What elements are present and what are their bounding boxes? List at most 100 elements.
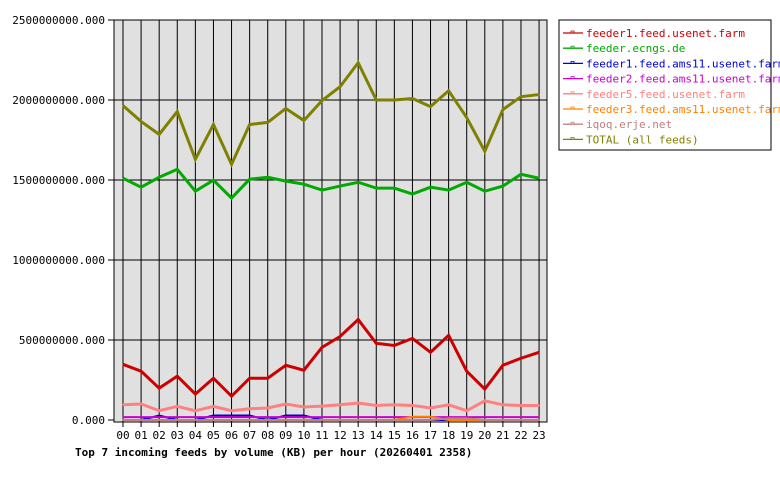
data-point bbox=[267, 416, 269, 418]
data-point bbox=[538, 404, 540, 406]
x-tick-label: 21 bbox=[496, 429, 509, 442]
data-point bbox=[375, 419, 377, 421]
data-point bbox=[339, 335, 341, 337]
x-tick-label: 16 bbox=[406, 429, 419, 442]
data-point bbox=[484, 388, 486, 390]
x-tick-label: 20 bbox=[478, 429, 491, 442]
data-point bbox=[393, 419, 395, 421]
data-point bbox=[448, 416, 450, 418]
data-point bbox=[140, 416, 142, 418]
data-point bbox=[140, 419, 142, 421]
series-line-7 bbox=[122, 59, 540, 168]
data-point bbox=[140, 120, 142, 122]
x-tick-label: 14 bbox=[370, 429, 384, 442]
data-point bbox=[158, 133, 160, 135]
data-point bbox=[339, 416, 341, 418]
x-tick-label: 10 bbox=[297, 429, 310, 442]
data-point bbox=[176, 419, 178, 421]
data-point bbox=[411, 416, 413, 418]
data-point bbox=[140, 370, 142, 372]
data-point bbox=[538, 419, 540, 421]
data-point bbox=[267, 121, 269, 123]
x-tick-label: 08 bbox=[261, 429, 274, 442]
data-point bbox=[249, 178, 251, 180]
data-point bbox=[321, 189, 323, 191]
data-point bbox=[176, 375, 178, 377]
data-point bbox=[212, 405, 214, 407]
legend-label: feeder1.feed.ams11.usenet.farm bbox=[586, 57, 780, 70]
data-point bbox=[375, 416, 377, 418]
data-point bbox=[484, 419, 486, 421]
data-point bbox=[357, 62, 359, 64]
data-point bbox=[321, 100, 323, 102]
data-point bbox=[448, 189, 450, 191]
data-point bbox=[448, 404, 450, 406]
data-point bbox=[466, 181, 468, 183]
legend-label: feeder5.feed.usenet.farm bbox=[586, 88, 745, 101]
data-point bbox=[520, 173, 522, 175]
data-point bbox=[430, 186, 432, 188]
data-point bbox=[249, 123, 251, 125]
data-point bbox=[466, 370, 468, 372]
legend: feeder1.feed.usenet.farm feeder.ecngs.de f… bbox=[558, 19, 780, 151]
data-point bbox=[194, 158, 196, 160]
data-point bbox=[357, 319, 359, 321]
data-point bbox=[430, 419, 432, 421]
legend-label: feeder1.feed.usenet.farm bbox=[586, 27, 745, 40]
data-point bbox=[285, 180, 287, 182]
data-point bbox=[339, 185, 341, 187]
data-point bbox=[484, 190, 486, 192]
data-point bbox=[520, 404, 522, 406]
data-point bbox=[176, 405, 178, 407]
data-point bbox=[357, 402, 359, 404]
data-point bbox=[339, 419, 341, 421]
data-point bbox=[285, 364, 287, 366]
data-point bbox=[231, 416, 233, 418]
data-point bbox=[267, 419, 269, 421]
legend-label: TOTAL (all feeds) bbox=[586, 133, 699, 146]
data-point bbox=[303, 416, 305, 418]
data-point bbox=[538, 94, 540, 96]
data-point bbox=[158, 416, 160, 418]
data-point bbox=[176, 416, 178, 418]
data-point bbox=[158, 419, 160, 421]
data-point bbox=[393, 344, 395, 346]
x-tick-label: 03 bbox=[171, 429, 184, 442]
data-point bbox=[140, 403, 142, 405]
data-point bbox=[357, 419, 359, 421]
data-point bbox=[411, 419, 413, 421]
data-point bbox=[212, 416, 214, 418]
data-point bbox=[140, 186, 142, 188]
data-point bbox=[502, 404, 504, 406]
series-lines bbox=[122, 59, 540, 422]
data-point bbox=[430, 407, 432, 409]
data-point bbox=[538, 177, 540, 179]
x-tick-label: 18 bbox=[442, 429, 455, 442]
data-point bbox=[321, 419, 323, 421]
data-point bbox=[122, 177, 124, 179]
x-tick-label: 15 bbox=[388, 429, 401, 442]
data-point bbox=[502, 416, 504, 418]
data-point bbox=[212, 415, 214, 417]
data-point bbox=[249, 419, 251, 421]
x-tick-label: 09 bbox=[279, 429, 292, 442]
data-point bbox=[484, 416, 486, 418]
data-point bbox=[267, 176, 269, 178]
y-axis: 0.000 500000000.000 1000000000.000 15000000… bbox=[12, 14, 114, 427]
data-point bbox=[231, 410, 233, 412]
data-point bbox=[502, 364, 504, 366]
data-point bbox=[321, 416, 323, 418]
data-point bbox=[249, 416, 251, 418]
x-tick-label: 00 bbox=[116, 429, 129, 442]
x-tick-label: 13 bbox=[352, 429, 365, 442]
y-tick-label: 0.000 bbox=[72, 414, 105, 427]
data-point bbox=[393, 404, 395, 406]
data-point bbox=[339, 404, 341, 406]
legend-marker bbox=[570, 91, 575, 95]
data-point bbox=[122, 419, 124, 421]
data-point bbox=[176, 168, 178, 170]
data-point bbox=[158, 410, 160, 412]
x-tick-label: 01 bbox=[134, 429, 147, 442]
data-point bbox=[357, 416, 359, 418]
data-point bbox=[393, 187, 395, 189]
